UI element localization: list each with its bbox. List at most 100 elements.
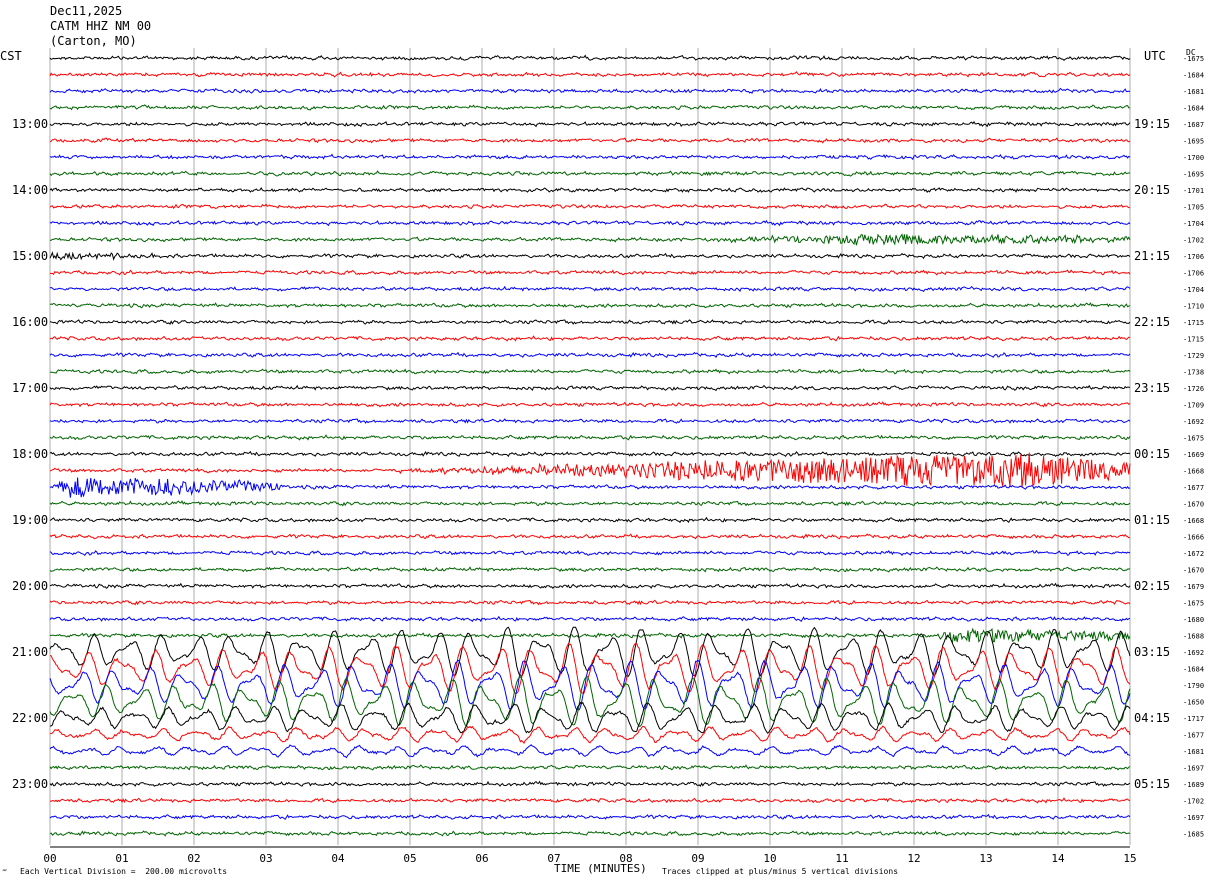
trace-1 xyxy=(49,71,1131,78)
dc-offset-3: -1684 xyxy=(1183,105,1204,113)
dc-offset-42: -1681 xyxy=(1183,748,1204,756)
trace-2 xyxy=(49,87,1131,95)
x-tick-10: 10 xyxy=(763,852,776,865)
x-tick-06: 06 xyxy=(475,852,488,865)
right-hour-02:15: 02:15 xyxy=(1134,579,1170,593)
trace-34 xyxy=(49,615,1131,623)
trace-26 xyxy=(49,477,1131,498)
left-hour-22:00: 22:00 xyxy=(12,711,48,725)
trace-17 xyxy=(49,335,1131,342)
trace-15 xyxy=(49,302,1131,309)
right-hour-03:15: 03:15 xyxy=(1134,645,1170,659)
dc-offset-37: -1684 xyxy=(1183,666,1204,674)
dc-offset-30: -1672 xyxy=(1183,550,1204,558)
dc-offset-22: -1692 xyxy=(1183,418,1204,426)
left-hour-16:00: 16:00 xyxy=(12,315,48,329)
trace-20 xyxy=(49,384,1131,392)
trace-35 xyxy=(49,627,1131,644)
dc-offset-19: -1738 xyxy=(1183,369,1204,377)
dc-offset-45: -1702 xyxy=(1183,798,1204,806)
dc-offset-5: -1695 xyxy=(1183,138,1204,146)
x-tick-15: 15 xyxy=(1123,852,1136,865)
x-tick-07: 07 xyxy=(547,852,560,865)
trace-46 xyxy=(49,813,1131,821)
right-hour-05:15: 05:15 xyxy=(1134,777,1170,791)
x-tick-14: 14 xyxy=(1051,852,1065,865)
trace-27 xyxy=(49,500,1131,507)
right-hour-20:15: 20:15 xyxy=(1134,183,1170,197)
left-hour-13:00: 13:00 xyxy=(12,117,48,131)
trace-40 xyxy=(50,701,1131,734)
dc-offset-31: -1670 xyxy=(1183,567,1204,575)
right-hour-01:15: 01:15 xyxy=(1134,513,1170,527)
clip-note: Traces clipped at plus/minus 5 vertical … xyxy=(662,867,899,876)
x-tick-13: 13 xyxy=(979,852,992,865)
dc-offset-16: -1715 xyxy=(1183,319,1204,327)
trace-8 xyxy=(49,187,1131,193)
trace-24 xyxy=(49,450,1131,458)
dc-offset-40: -1717 xyxy=(1183,715,1204,723)
dc-offset-17: -1715 xyxy=(1183,336,1204,344)
scale-glyph: ‴ xyxy=(2,869,8,879)
x-tick-09: 09 xyxy=(691,852,704,865)
trace-3 xyxy=(49,104,1131,111)
x-tick-03: 03 xyxy=(259,852,272,865)
trace-30 xyxy=(49,549,1131,557)
trace-9 xyxy=(49,203,1131,210)
scale-note: Each Vertical Division = 200.00 microvol… xyxy=(20,867,228,876)
trace-10 xyxy=(49,219,1131,227)
left-hour-17:00: 17:00 xyxy=(12,381,48,395)
dc-offset-27: -1670 xyxy=(1183,501,1204,509)
trace-42 xyxy=(49,744,1131,759)
dc-offset-47: -1685 xyxy=(1183,831,1204,839)
dc-offset-35: -1688 xyxy=(1183,633,1204,641)
trace-12 xyxy=(49,251,1131,261)
trace-32 xyxy=(49,582,1131,589)
right-timezone-label: UTC xyxy=(1144,49,1166,63)
trace-21 xyxy=(49,401,1131,408)
dc-offset-26: -1677 xyxy=(1183,484,1204,492)
dc-offset-29: -1666 xyxy=(1183,534,1204,542)
dc-offset-33: -1675 xyxy=(1183,600,1204,608)
trace-38 xyxy=(49,659,1131,711)
dc-offset-7: -1695 xyxy=(1183,171,1204,179)
dc-offset-41: -1677 xyxy=(1183,732,1204,740)
x-axis-title: TIME (MINUTES) xyxy=(554,862,647,875)
dc-offset-2: -1681 xyxy=(1183,88,1204,96)
left-hour-20:00: 20:00 xyxy=(12,579,48,593)
x-tick-08: 08 xyxy=(619,852,632,865)
dc-offset-0: -1675 xyxy=(1183,55,1204,63)
dc-offset-38: -1790 xyxy=(1183,682,1204,690)
dc-offset-23: -1675 xyxy=(1183,435,1204,443)
right-hour-19:15: 19:15 xyxy=(1134,117,1170,131)
dc-offset-36: -1692 xyxy=(1183,649,1204,657)
right-hour-23:15: 23:15 xyxy=(1134,381,1170,395)
dc-offset-1: -1684 xyxy=(1183,72,1204,80)
minute-grid xyxy=(49,48,1131,848)
left-hour-14:00: 14:00 xyxy=(12,183,48,197)
trace-41 xyxy=(49,725,1131,744)
x-tick-01: 01 xyxy=(115,852,128,865)
dc-offset-9: -1705 xyxy=(1183,204,1204,212)
left-hour-21:00: 21:00 xyxy=(12,645,48,659)
trace-47 xyxy=(49,830,1131,837)
dc-offset-21: -1709 xyxy=(1183,402,1204,410)
dc-offset-20: -1726 xyxy=(1183,385,1204,393)
trace-33 xyxy=(49,599,1131,606)
trace-19 xyxy=(49,368,1131,375)
dc-offset-32: -1679 xyxy=(1183,583,1204,591)
left-hour-15:00: 15:00 xyxy=(12,249,48,263)
trace-0 xyxy=(49,54,1131,61)
trace-5 xyxy=(49,137,1131,144)
trace-14 xyxy=(49,285,1131,293)
dc-offset-18: -1729 xyxy=(1183,352,1204,360)
x-tick-00: 00 xyxy=(43,852,56,865)
left-hour-19:00: 19:00 xyxy=(12,513,48,527)
axis-labels: 00 01 02 03 04 05 06 07 08 09 10 11 12 13 14 15 -1675 -16… xyxy=(12,55,1204,865)
trace-36 xyxy=(49,626,1131,678)
dc-offset-header: DC xyxy=(1186,48,1196,57)
dc-offset-11: -1702 xyxy=(1183,237,1204,245)
trace-31 xyxy=(49,566,1131,573)
trace-43 xyxy=(49,764,1131,771)
